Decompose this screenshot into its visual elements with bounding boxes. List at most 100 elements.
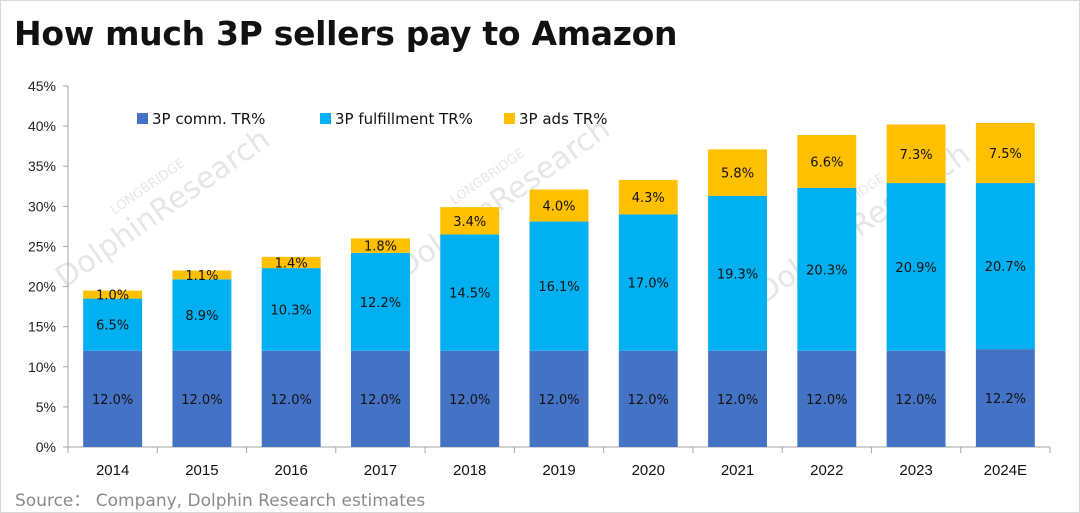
y-tick-label: 35% <box>28 158 56 174</box>
legend-label: 3P ads TR% <box>519 110 608 128</box>
x-tick-label: 2015 <box>185 462 218 479</box>
chart-legend: 3P comm. TR% 3P fulfillment TR% 3P ads TR% <box>137 110 608 128</box>
bar-segment <box>172 279 232 351</box>
data-label: 12.0% <box>538 393 579 408</box>
source-note: Source： Company, Dolphin Research estima… <box>15 491 426 511</box>
bar-segment <box>529 221 589 351</box>
bar-segment <box>83 350 143 447</box>
data-label: 12.0% <box>360 393 401 408</box>
bar-segment <box>708 195 768 351</box>
bar-segment <box>440 350 500 447</box>
data-label: 12.0% <box>717 393 758 408</box>
bar-segment <box>886 183 946 351</box>
x-tick-label: 2017 <box>364 462 397 479</box>
y-tick-label: 25% <box>28 238 56 254</box>
bar-segment <box>261 256 321 269</box>
data-label: 20.7% <box>985 260 1026 275</box>
data-label: 14.5% <box>449 287 490 302</box>
chart-axes: 0% 5% 10% 15% 20% 25% 30% 35% 40% 45% 2014 2015 2016… <box>28 78 1051 479</box>
bar-segment <box>618 214 678 351</box>
y-tick-label: 45% <box>28 78 56 94</box>
bar-segment <box>350 238 410 253</box>
data-label: 8.9% <box>185 309 218 324</box>
bar-segment <box>440 207 500 235</box>
bar-segment <box>975 349 1035 447</box>
y-tick-label: 5% <box>36 399 56 415</box>
bar-segment <box>529 350 589 447</box>
bar-segment <box>975 183 1035 350</box>
legend-swatch <box>320 113 331 124</box>
bar-segment <box>350 350 410 447</box>
legend-label: 3P comm. TR% <box>152 110 265 128</box>
data-label: 12.0% <box>92 393 133 408</box>
data-label: 19.3% <box>717 267 758 282</box>
x-tick-label: 2021 <box>721 462 754 479</box>
bar-segment <box>261 268 321 351</box>
x-tick-label: 2023 <box>899 462 932 479</box>
data-label: 4.3% <box>632 191 665 206</box>
y-tick-label: 20% <box>28 279 56 295</box>
x-tick-label: 2024E <box>984 462 1027 479</box>
legend-swatch <box>504 113 515 124</box>
x-tick-label: 2014 <box>96 462 129 479</box>
bar-segment <box>708 149 768 196</box>
data-label: 3.4% <box>453 215 486 230</box>
chart-data-labels: 12.0% 6.5% 1.0% 12.0% 8.9% 1.1% 12.0% 10.3% 1.4%… <box>92 147 1026 408</box>
chart-bars <box>83 122 1035 447</box>
bar-segment <box>886 124 946 184</box>
data-label: 20.3% <box>806 263 847 278</box>
chart-title: How much 3P sellers pay to Amazon <box>14 14 678 53</box>
bar-segment <box>172 350 232 447</box>
x-tick-label: 2022 <box>810 462 843 479</box>
data-label: 12.0% <box>895 393 936 408</box>
y-tick-label: 30% <box>28 198 56 214</box>
data-label: 17.0% <box>628 277 669 292</box>
bar-segment <box>618 350 678 447</box>
data-label: 16.1% <box>538 280 579 295</box>
bar-segment <box>350 252 410 351</box>
data-label: 12.2% <box>360 296 401 311</box>
bar-segment <box>708 350 768 447</box>
legend-swatch <box>137 113 148 124</box>
data-label: 4.0% <box>542 200 575 215</box>
x-tick-label: 2020 <box>632 462 665 479</box>
data-label: 12.0% <box>628 393 669 408</box>
y-tick-label: 40% <box>28 118 56 134</box>
bar-segment <box>886 350 946 447</box>
data-label: 12.2% <box>985 392 1026 407</box>
bar-segment <box>975 122 1035 184</box>
bar-segment <box>797 350 857 447</box>
y-tick-label: 0% <box>36 439 56 455</box>
bar-segment <box>172 270 232 280</box>
data-label: 1.4% <box>275 256 308 271</box>
x-tick-label: 2019 <box>542 462 575 479</box>
bar-segment <box>797 134 857 188</box>
bar-segment <box>440 234 500 351</box>
y-tick-label: 10% <box>28 359 56 375</box>
data-label: 1.0% <box>96 289 129 304</box>
data-label: 12.0% <box>449 393 490 408</box>
watermark-line2: DolphinResearch <box>49 122 276 296</box>
data-label: 5.8% <box>721 167 754 182</box>
legend-label: 3P fulfillment TR% <box>335 110 473 128</box>
bar-segment <box>797 187 857 351</box>
data-label: 7.3% <box>900 148 933 163</box>
data-label: 1.8% <box>364 240 397 255</box>
bar-segment <box>83 290 143 299</box>
bar-segment <box>83 298 143 351</box>
data-label: 12.0% <box>181 393 222 408</box>
data-label: 6.6% <box>810 155 843 170</box>
data-label: 20.9% <box>895 261 936 276</box>
x-tick-label: 2018 <box>453 462 486 479</box>
bar-segment <box>261 350 321 447</box>
data-label: 12.0% <box>271 393 312 408</box>
data-label: 12.0% <box>806 393 847 408</box>
bar-segment <box>618 179 678 215</box>
data-label: 6.5% <box>96 319 129 334</box>
x-tick-label: 2016 <box>274 462 307 479</box>
y-tick-label: 15% <box>28 319 56 335</box>
data-label: 1.1% <box>185 269 218 284</box>
bar-segment <box>529 189 589 222</box>
